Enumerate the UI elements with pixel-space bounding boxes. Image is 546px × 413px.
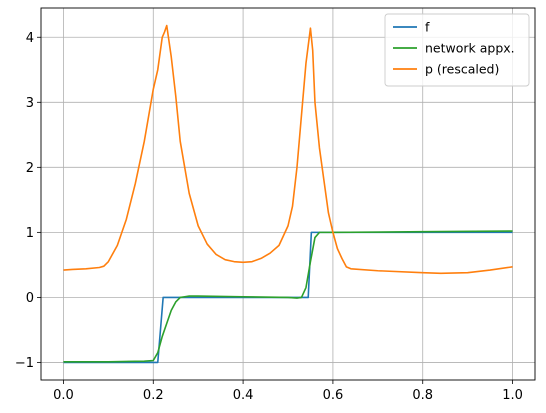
y-tick-label: 2 [26, 161, 34, 176]
x-tick-label: 0.4 [233, 388, 254, 403]
y-tick-label: 1 [26, 226, 34, 241]
legend-label: p (rescaled) [425, 62, 499, 77]
y-axis: −1 0 1 2 3 4 [15, 31, 41, 371]
x-axis: 0.0 0.2 0.4 0.6 0.8 1.0 [53, 380, 523, 403]
plot-frame [40, 7, 536, 381]
x-tick-label: 0.8 [412, 388, 433, 403]
series-layer [63, 24, 513, 364]
legend-label: network appx. [425, 41, 515, 56]
x-tick-label: 0.0 [53, 388, 74, 403]
series-line-1 [63, 230, 513, 363]
legend-label: f [425, 20, 430, 35]
series-line-2 [63, 24, 513, 275]
y-tick-label: 4 [26, 31, 34, 46]
legend-box [384, 13, 530, 87]
x-tick-label: 0.2 [143, 388, 164, 403]
legend: f network appx. p (rescaled) [384, 13, 530, 87]
y-tick-label: −1 [15, 356, 34, 371]
x-tick-label: 1.0 [502, 388, 523, 403]
y-tick-label: 0 [26, 291, 34, 306]
x-tick-label: 0.6 [323, 388, 344, 403]
y-tick-label: 3 [26, 96, 34, 111]
